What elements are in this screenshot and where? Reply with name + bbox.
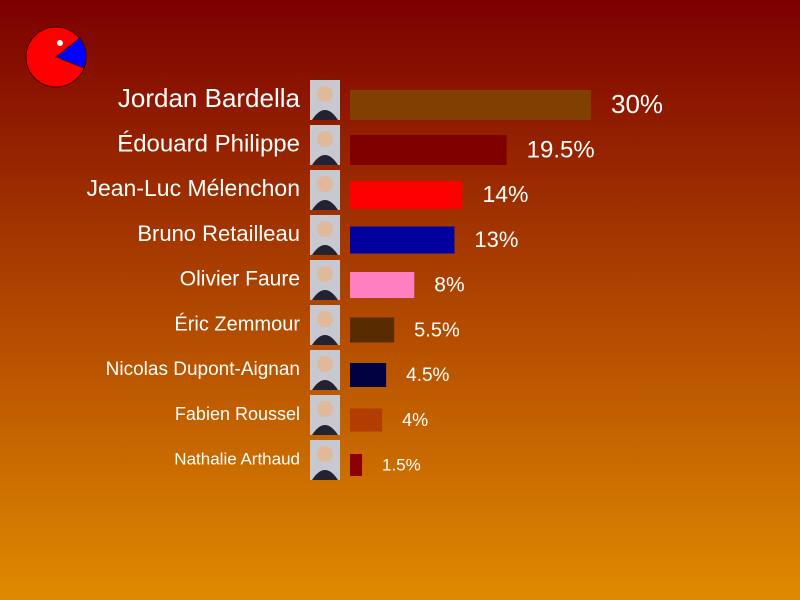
photo-body <box>312 380 338 390</box>
photo-head <box>317 221 333 237</box>
candidate-name: Olivier Faure <box>180 268 300 291</box>
photo-body <box>312 335 338 345</box>
bar <box>350 135 507 165</box>
photo-head <box>317 401 333 417</box>
candidate-photo <box>310 305 340 345</box>
photo-body <box>312 110 338 120</box>
candidate-photo <box>310 170 340 210</box>
candidate-name: Bruno Retailleau <box>137 221 300 246</box>
candidate-name: Jean-Luc Mélenchon <box>86 175 300 201</box>
candidate-name: Éric Zemmour <box>174 312 300 335</box>
photo-head <box>317 176 333 192</box>
photo-head <box>317 131 333 147</box>
candidate-name: Jordan Bardella <box>118 83 301 113</box>
photo-body <box>312 290 338 300</box>
photo-body <box>312 155 338 165</box>
candidate-name: Fabien Roussel <box>175 404 300 424</box>
photo-body <box>312 200 338 210</box>
photo-head <box>317 311 333 327</box>
candidate-photo <box>310 260 340 300</box>
value-label: 4% <box>402 410 428 430</box>
photo-body <box>312 245 338 255</box>
bar <box>350 408 383 432</box>
bar <box>350 454 363 476</box>
value-label: 19.5% <box>527 136 595 163</box>
bar <box>350 226 455 254</box>
candidate-name: Nathalie Arthaud <box>174 449 300 468</box>
photo-head <box>317 266 333 282</box>
photo-head <box>317 446 333 462</box>
candidate-photo <box>310 395 340 435</box>
candidate-name: Nicolas Dupont-Aignan <box>106 359 300 380</box>
value-label: 5.5% <box>414 319 460 341</box>
candidate-photo <box>310 215 340 255</box>
bar <box>350 363 387 387</box>
logo <box>25 26 87 88</box>
bar <box>350 317 395 343</box>
candidate-photo <box>310 440 340 480</box>
candidate-name: Édouard Philippe <box>117 130 300 157</box>
value-label: 8% <box>434 274 464 297</box>
bar <box>350 272 415 298</box>
value-label: 13% <box>474 227 518 252</box>
photo-body <box>312 425 338 435</box>
value-label: 4.5% <box>406 365 449 386</box>
photo-body <box>312 470 338 480</box>
value-label: 1.5% <box>382 455 421 474</box>
candidate-photo <box>310 350 340 390</box>
value-label: 14% <box>482 181 528 207</box>
bar <box>350 90 591 120</box>
photo-head <box>317 86 333 102</box>
candidate-photo <box>310 80 340 120</box>
bar <box>350 181 463 209</box>
photo-head <box>317 356 333 372</box>
value-label: 30% <box>611 89 663 119</box>
candidate-photo <box>310 125 340 165</box>
